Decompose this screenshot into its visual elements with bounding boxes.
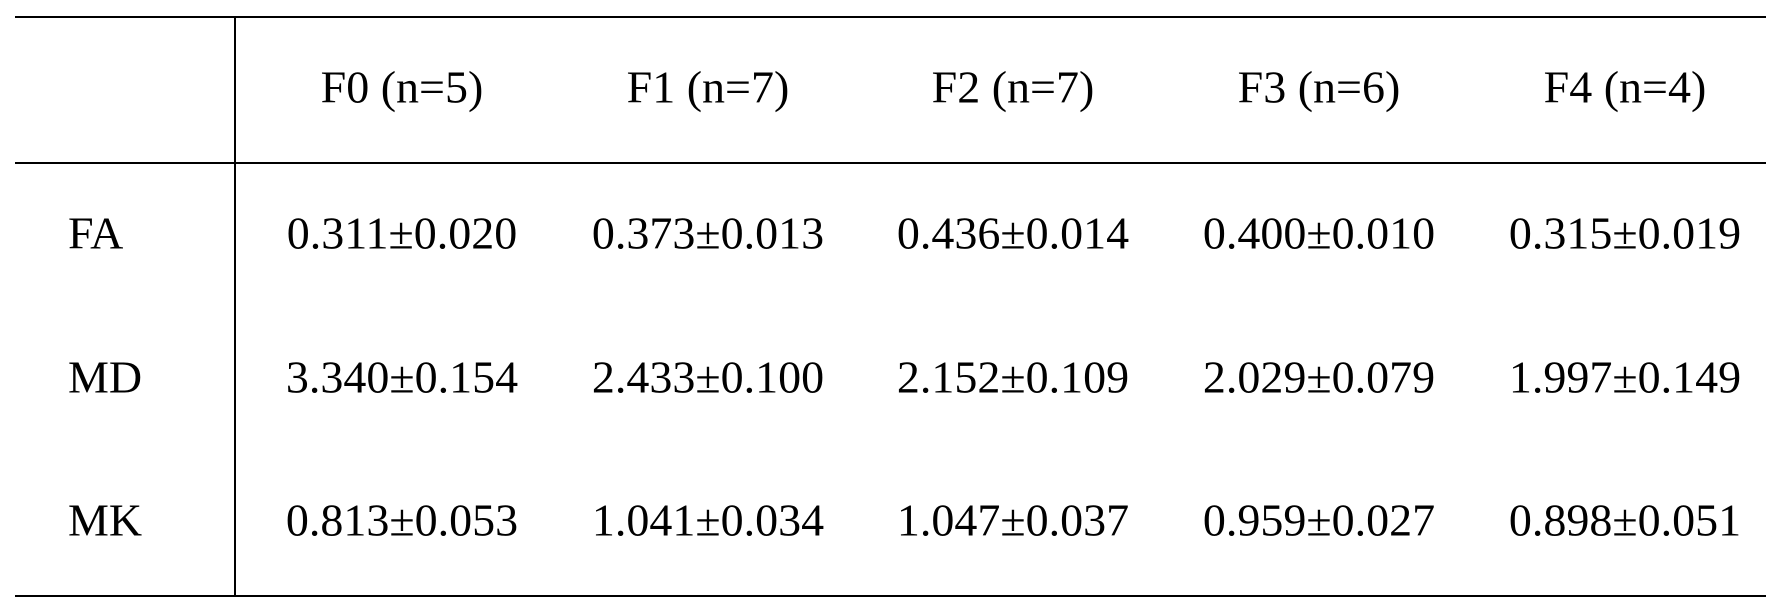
column-header: F1 (n=7) [627,62,790,113]
row-label: MD [68,352,142,403]
cell: 0.311±0.020 [287,208,518,259]
cell: 2.152±0.109 [897,352,1129,403]
row-label: MK [68,495,142,546]
column-header: F4 (n=4) [1544,62,1707,113]
column-header: F0 (n=5) [321,62,484,113]
cell: 0.959±0.027 [1203,495,1435,546]
cell: 0.373±0.013 [592,208,824,259]
cell: 0.898±0.051 [1509,495,1741,546]
row-label: FA [68,208,123,259]
cell: 0.315±0.019 [1509,208,1741,259]
cell: 3.340±0.154 [286,352,518,403]
cell: 2.433±0.100 [592,352,824,403]
column-header: F3 (n=6) [1238,62,1401,113]
cell: 1.047±0.037 [897,495,1129,546]
cell: 0.400±0.010 [1203,208,1435,259]
cell: 0.436±0.014 [897,208,1129,259]
cell: 0.813±0.053 [286,495,518,546]
cell: 1.041±0.034 [592,495,824,546]
column-header: F2 (n=7) [932,62,1095,113]
cell: 2.029±0.079 [1203,352,1435,403]
cell: 1.997±0.149 [1509,352,1741,403]
